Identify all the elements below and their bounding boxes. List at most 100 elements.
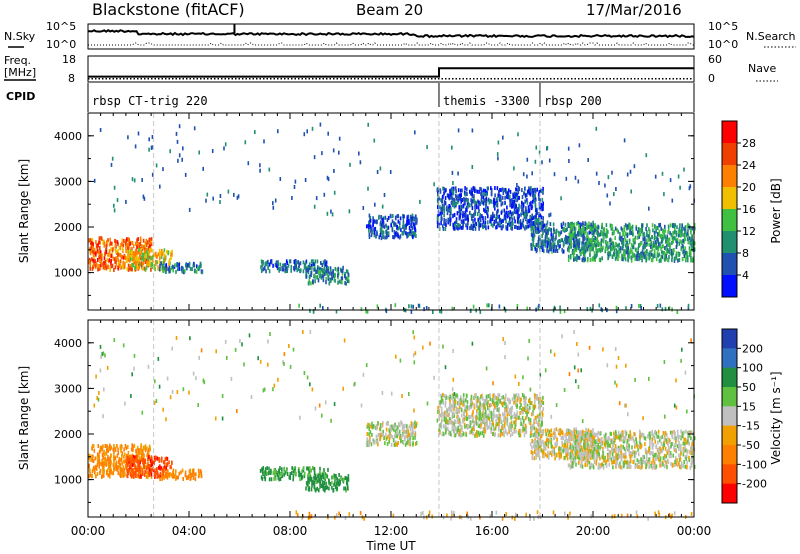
echo-cell [662,250,664,255]
echo-cell [538,414,540,419]
echo-cell [445,430,447,435]
echo-cell [475,201,478,206]
scatter-cell [669,178,672,183]
echo-cell [415,440,418,445]
echo-cell [403,224,405,229]
echo-cell [333,273,335,278]
echo-cell [140,250,143,255]
echo-cell [653,230,656,235]
echo-cell [123,459,125,464]
echo-cell [538,206,541,211]
echo-cell [577,255,579,260]
echo-cell [410,219,413,224]
echo-cell [462,213,464,218]
echo-cell [142,238,145,243]
echo-cell [462,393,465,398]
echo-cell [134,474,137,479]
scatter-cell [538,150,541,155]
echo-cell [536,218,538,222]
echo-cell [399,221,401,226]
echo-cell [680,245,683,250]
scatter-cell [645,153,648,158]
echo-cell [659,222,662,227]
echo-cell [528,408,530,412]
echo-cell [127,471,130,476]
echo-cell [163,253,166,258]
scatter-cell [379,166,382,171]
echo-cell [483,192,486,196]
echo-cell [108,457,110,462]
echo-cell [453,406,455,411]
echo-cell [472,416,474,421]
echo-cell [663,255,665,260]
echo-cell [599,247,601,252]
echo-cell [522,224,525,229]
echo-cell [326,485,328,490]
echo-cell [573,235,576,240]
noise-left-tick-top: 10^5 [46,20,76,33]
echo-cell [484,209,486,214]
echo-cell [609,223,612,228]
echo-cell [337,267,340,271]
echo-cell [405,225,407,230]
echo-cell [498,304,501,309]
echo-cell [439,309,441,314]
echo-cell [588,230,591,235]
echo-cell [144,256,147,261]
echo-cell [158,267,161,272]
echo-cell [372,425,374,430]
echo-cell [490,427,492,432]
echo-cell [338,473,340,477]
echo-cell [309,308,311,313]
echo-cell [451,424,454,429]
echo-cell [457,188,460,193]
echo-cell [264,476,267,481]
echo-cell [316,275,319,280]
echo-cell [453,428,456,433]
echo-cell [297,260,300,265]
echo-cell [675,245,678,249]
echo-cell [546,228,549,233]
echo-cell [443,394,446,398]
echo-cell [603,227,605,232]
echo-cell [138,466,141,471]
echo-cell [91,473,93,478]
echo-cell [529,192,532,197]
echo-cell [279,267,281,272]
echo-cell [651,244,654,249]
echo-cell [399,216,402,221]
scatter-cell [151,145,153,150]
echo-cell [451,420,453,425]
echo-cell [540,241,543,246]
echo-cell [460,188,462,193]
echo-cell [105,250,108,255]
scatter-cell [598,181,600,185]
echo-cell [652,228,654,233]
echo-cell [407,426,409,431]
echo-cell [645,227,647,231]
echo-cell [332,487,335,492]
echo-cell [99,240,101,245]
echo-cell [391,424,393,429]
echo-cell [331,485,333,490]
echo-cell [574,226,577,231]
echo-cell [486,413,488,418]
echo-cell [167,251,169,256]
scatter-cell [433,182,435,187]
echo-cell [607,256,609,261]
echo-cell [292,477,294,482]
scatter-cell [604,183,606,188]
echo-cell [536,187,538,192]
echo-cell [512,221,514,226]
scatter-cell [663,192,665,197]
echo-cell [274,262,277,267]
echo-cell [113,457,115,461]
echo-cell [689,241,691,246]
echo-cell [144,444,147,449]
echo-cell [617,229,619,234]
echo-cell [264,471,267,475]
echo-cell [101,458,103,463]
echo-cell [284,470,287,475]
echo-cell [466,198,469,203]
